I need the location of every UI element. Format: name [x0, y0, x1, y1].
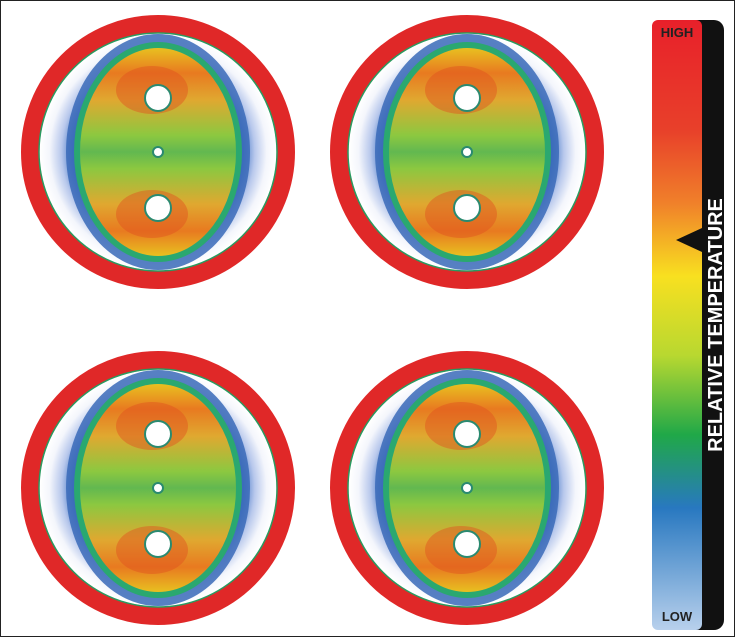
scale-title: RELATIVE TEMPERATURE [705, 198, 727, 452]
scale-low-label: LOW [662, 609, 693, 624]
thermal-disc [30, 24, 286, 280]
thermal-disc [339, 360, 595, 616]
thermal-disc [339, 24, 595, 280]
scale-high-label: HIGH [661, 25, 694, 40]
scale-bar [652, 20, 702, 630]
thermal-disc [30, 360, 286, 616]
scale-pointer [676, 228, 702, 252]
color-scale: HIGH LOW RELATIVE TEMPERATURE [652, 20, 727, 630]
